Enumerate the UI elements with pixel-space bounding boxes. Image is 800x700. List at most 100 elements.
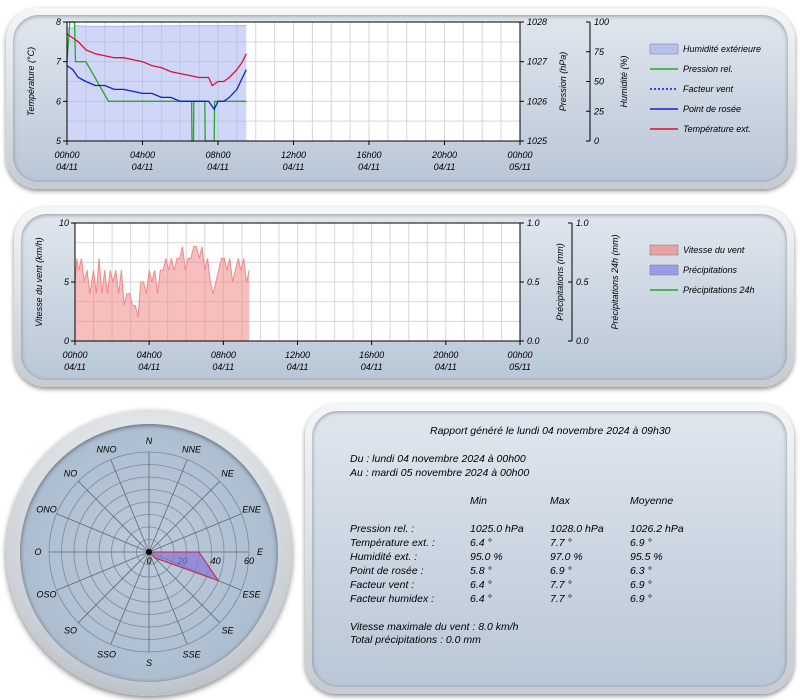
polar-direction-label: SO <box>64 625 77 635</box>
x-tick-label-date: 04/11 <box>132 162 154 172</box>
report-header-min: Min <box>470 495 487 507</box>
y-left-tick-label: 5 <box>56 136 62 146</box>
y-right1-tick-label: 1025 <box>527 136 548 146</box>
polar-spoke <box>148 551 220 623</box>
x-tick-label-time: 08h00 <box>205 150 230 160</box>
polar-direction-label: SSE <box>182 650 201 660</box>
polar-direction-label: SE <box>221 625 234 635</box>
report-cell-avg: 1026.2 hPa <box>630 523 684 535</box>
y-left-axis-label: Température (°C) <box>26 47 36 116</box>
polar-spoke <box>110 459 150 553</box>
y-right2-axis-label: Humidité (%) <box>619 55 629 107</box>
legend-label: Facteur vent <box>683 84 734 94</box>
y-left-tick-label: 10 <box>59 218 69 228</box>
polar-radial-tick-label: 0 <box>146 556 151 566</box>
y-left-tick-label: 0 <box>64 336 69 346</box>
report-cell-avg: 6.3 ° <box>630 565 652 577</box>
series-Température ext. <box>66 33 247 87</box>
x-tick-label-time: 08h00 <box>211 350 236 360</box>
x-tick-label-time: 00h00 <box>54 150 79 160</box>
x-tick-label-time: 12h00 <box>281 150 306 160</box>
report-cell-label: Pression rel. : <box>350 523 415 535</box>
y-left-tick-label: 6 <box>56 96 61 106</box>
report-cell-label: Facteur vent : <box>350 579 415 591</box>
legend-swatch <box>649 43 679 55</box>
y-right1-axis-label: Précipitations (mm) <box>555 243 565 321</box>
report-panel <box>305 404 794 694</box>
report-cell-max: 7.7 ° <box>550 537 572 549</box>
series-area-Humidité extérieure <box>67 25 247 142</box>
polar-direction-label: ESE <box>243 589 262 599</box>
x-tick-label-time: 20h00 <box>432 350 458 360</box>
report-cell-min: 5.8 ° <box>470 565 492 577</box>
legend-label: Précipitations <box>683 265 738 275</box>
polar-direction-label: OSO <box>36 589 56 599</box>
series-Humidité extérieure <box>67 25 247 29</box>
polar-spoke <box>148 551 188 645</box>
x-tick-label-time: 04h00 <box>130 150 155 160</box>
polar-direction-label: NE <box>221 469 234 479</box>
report-cell-max: 6.9 ° <box>550 565 572 577</box>
x-tick-label-time: 20h00 <box>431 150 457 160</box>
y-right2-tick-label: 50 <box>594 77 604 87</box>
y-right1-tick-label: 1026 <box>527 96 547 106</box>
report-cell-avg: 6.9 ° <box>630 579 652 591</box>
y-right1-tick-label: 0.5 <box>527 277 541 287</box>
report-cell-avg: 95.5 % <box>630 551 663 563</box>
polar-direction-label: NO <box>64 469 78 479</box>
x-tick-label-date: 04/11 <box>207 162 229 172</box>
series-Point de rosée <box>66 65 247 111</box>
polar-direction-label: SSO <box>97 650 116 660</box>
x-tick-label-date: 04/11 <box>435 362 457 372</box>
y-right2-tick-label: 1.0 <box>576 218 589 228</box>
x-tick-label-time: 04h00 <box>137 350 162 360</box>
polar-direction-label: S <box>146 658 152 668</box>
polar-direction-label: E <box>257 547 264 557</box>
polar-direction-label: NNO <box>97 444 117 454</box>
report-cell-min: 6.4 ° <box>470 537 492 549</box>
legend-label: Température ext. <box>683 124 751 134</box>
x-tick-label-date: 04/11 <box>283 162 305 172</box>
x-tick-label-date: 04/11 <box>56 162 78 172</box>
report-to: Au : mardi 05 novembre 2024 à 00h00 <box>350 467 530 479</box>
legend-swatch <box>649 244 679 256</box>
x-tick-label-time: 16h00 <box>356 150 381 160</box>
legend-label: Humidité extérieure <box>683 44 761 54</box>
polar-radial-tick-label: 60 <box>244 556 254 566</box>
report-from: Du : lundi 04 novembre 2024 à 00h00 <box>350 453 526 465</box>
series-area-Vitesse du vent <box>75 246 250 341</box>
x-tick-label-time: 12h00 <box>285 350 310 360</box>
polar-spoke <box>148 513 242 553</box>
y-right1-tick-label: 1028 <box>527 17 547 27</box>
report-cell-label: Humidité ext. : <box>350 551 418 563</box>
y-right2-tick-label: 100 <box>594 17 609 27</box>
y-right2-axis-label: Précipitations 24h (mm) <box>610 234 620 329</box>
report-max-wind: Vitesse maximale du vent : 8.0 km/h <box>350 621 519 633</box>
polar-direction-label: ENE <box>242 505 262 515</box>
series-Vitesse du vent <box>74 246 250 318</box>
polar-spoke <box>148 481 220 553</box>
polar-radial-tick-label: 40 <box>211 556 221 566</box>
report-cell-min: 95.0 % <box>470 551 503 563</box>
report-cell-max: 1028.0 hPa <box>550 523 604 535</box>
polar-direction-label: NNE <box>182 444 202 454</box>
report-header-max: Max <box>550 495 570 507</box>
y-right2-tick-label: 0.5 <box>576 277 590 287</box>
report-cell-avg: 6.9 ° <box>630 537 652 549</box>
polar-center-dot <box>146 549 152 555</box>
polar-spoke <box>78 551 150 623</box>
report-cell-max: 7.7 ° <box>550 579 572 591</box>
report-cell-max: 7.7 ° <box>550 593 572 605</box>
y-right2-tick-label: 75 <box>594 47 605 57</box>
polar-spoke <box>78 481 150 553</box>
polar-direction-label: ONO <box>36 505 57 515</box>
report-cell-avg: 6.9 ° <box>630 593 652 605</box>
x-tick-label-date: 04/11 <box>287 362 309 372</box>
legend-label: Vitesse du vent <box>683 245 745 255</box>
polar-spoke <box>56 513 150 553</box>
y-left-axis-label: Vitesse du vent (km/h) <box>34 237 44 326</box>
x-tick-label-time: 00h00 <box>507 350 532 360</box>
y-left-tick-label: 7 <box>56 57 62 67</box>
legend-swatch <box>649 264 679 276</box>
